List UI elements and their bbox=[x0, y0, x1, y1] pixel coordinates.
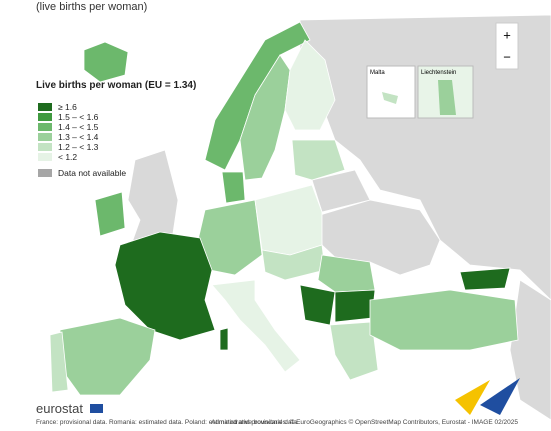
france bbox=[114, 231, 216, 341]
legend: Live births per woman (EU = 1.34) ≥ 1.61… bbox=[36, 80, 196, 178]
inset-label: Malta bbox=[370, 70, 385, 76]
greece bbox=[329, 321, 379, 381]
legend-swatch bbox=[38, 153, 52, 161]
legend-swatch bbox=[38, 169, 52, 177]
legend-label: Data not available bbox=[58, 168, 126, 178]
denmark bbox=[221, 171, 246, 204]
liechtenstein-shape bbox=[438, 80, 456, 115]
legend-swatch bbox=[38, 123, 52, 131]
subtitle: (live births per woman) bbox=[36, 1, 147, 13]
deco bbox=[480, 378, 520, 415]
ireland bbox=[94, 191, 126, 237]
corsica bbox=[219, 327, 229, 351]
ukraine bbox=[319, 199, 441, 276]
legend-label: ≥ 1.6 bbox=[58, 102, 77, 112]
bulgaria bbox=[334, 289, 376, 323]
legend-label: 1.3 – < 1.4 bbox=[58, 132, 99, 142]
norway bbox=[204, 21, 311, 171]
legend-swatch bbox=[38, 133, 52, 141]
legend-swatch bbox=[38, 143, 52, 151]
legend-swatch bbox=[38, 113, 52, 121]
legend-swatch bbox=[38, 103, 52, 111]
credits: Administrative boundaries: © EuroGeograp… bbox=[211, 418, 518, 426]
belarus bbox=[311, 169, 371, 213]
turkey bbox=[369, 289, 519, 351]
baltics bbox=[291, 139, 346, 181]
malta-shape bbox=[382, 92, 398, 104]
inset-malta bbox=[366, 65, 416, 119]
inset-label: Liechtenstein bbox=[421, 70, 456, 76]
legend-label: 1.5 – < 1.6 bbox=[58, 112, 99, 122]
zoom-box bbox=[495, 22, 519, 70]
deco bbox=[455, 380, 490, 415]
footnote: France: provisional data. Romania: estim… bbox=[36, 419, 299, 426]
legend-label: < 1.2 bbox=[58, 152, 77, 162]
iceland bbox=[83, 41, 129, 83]
eu-flag bbox=[90, 404, 103, 413]
legend-label: 1.4 – < 1.5 bbox=[58, 122, 99, 132]
logo: eurostat bbox=[36, 401, 83, 416]
serbia bbox=[299, 284, 336, 326]
finland bbox=[284, 39, 336, 131]
legend-title: Live births per woman (EU = 1.34) bbox=[36, 80, 196, 91]
legend-label: 1.2 – < 1.3 bbox=[58, 142, 99, 152]
zoom-out[interactable]: − bbox=[503, 49, 511, 64]
zoom-in[interactable]: + bbox=[503, 27, 511, 42]
georgia bbox=[459, 267, 511, 291]
italy bbox=[211, 279, 301, 373]
portugal bbox=[49, 331, 69, 393]
